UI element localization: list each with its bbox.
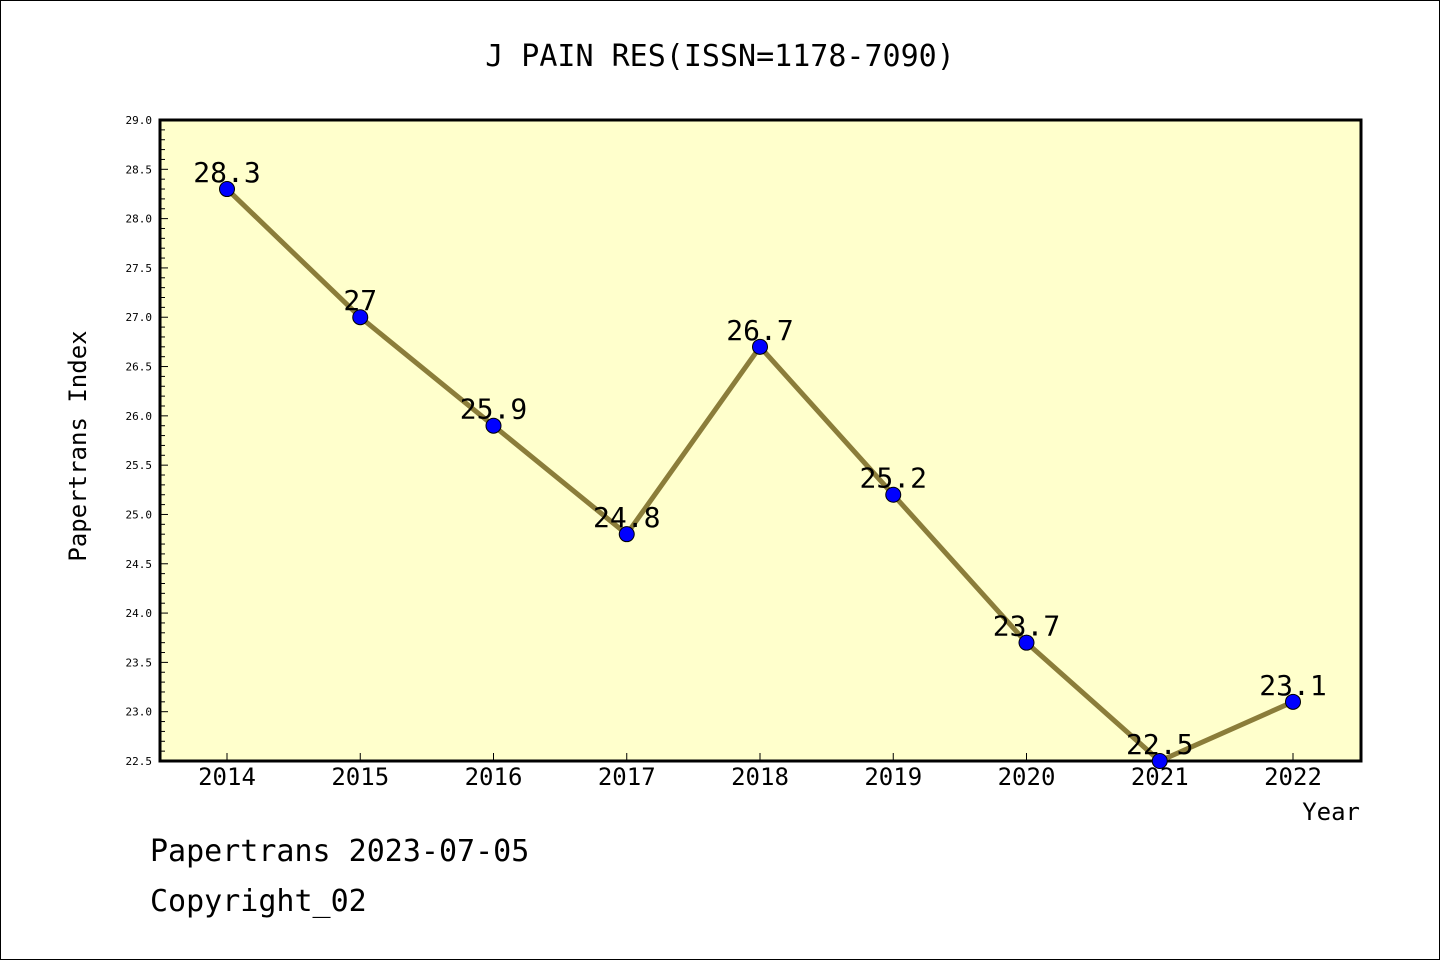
data-point (618, 526, 635, 543)
data-label: 23.7 (993, 610, 1060, 643)
chart-title: J PAIN RES(ISSN=1178-7090) (485, 39, 955, 74)
footer-copyright: Copyright_02 (150, 884, 367, 919)
y-axis: 22.5 23.0 23.5 24.0 24.5 25.0 25.5 26.0 26.5 27.0… (126, 114, 168, 768)
y-tick-label: 29.0 (126, 114, 153, 127)
y-tick-label: 22.5 (126, 755, 153, 768)
y-tick-label: 24.5 (126, 558, 153, 571)
data-label: 27 (343, 284, 377, 317)
y-tick-label: 27.0 (126, 311, 153, 324)
x-tick-label: 2018 (731, 763, 789, 791)
data-label: 22.5 (1126, 728, 1193, 761)
y-tick-label: 23.0 (126, 706, 153, 719)
y-tick-label: 24.0 (126, 607, 153, 620)
y-tick-label: 26.5 (126, 361, 153, 374)
data-point (485, 417, 502, 434)
x-tick-label: 2016 (465, 763, 523, 791)
data-point (1151, 753, 1168, 769)
y-tick-label: 28.0 (126, 213, 153, 226)
y-tick-label: 26.0 (126, 410, 153, 423)
x-tick-label: 2017 (598, 763, 656, 791)
data-point (885, 486, 902, 503)
data-label: 25.2 (860, 462, 927, 495)
data-label: 26.7 (726, 314, 793, 347)
x-tick-label: 2022 (1264, 763, 1322, 791)
data-label: 28.3 (193, 156, 260, 189)
series-layer: 28.3 27 25.9 24.8 26.7 25.2 23.7 22.5 23.1 (193, 156, 1327, 769)
x-axis-label: Year (1302, 798, 1360, 826)
data-point (352, 309, 369, 326)
data-point (219, 181, 235, 198)
y-tick-label: 27.5 (126, 262, 153, 275)
data-point (1285, 693, 1301, 710)
x-tick-label: 2019 (864, 763, 922, 791)
data-label: 24.8 (593, 501, 660, 534)
y-axis-label: Papertrans Index (64, 330, 92, 561)
x-tick-label: 2014 (198, 763, 256, 791)
y-tick-label: 25.0 (126, 508, 153, 521)
x-tick-label: 2020 (998, 763, 1056, 791)
x-tick-label: 2015 (331, 763, 389, 791)
data-label: 23.1 (1259, 669, 1326, 702)
y-tick-label: 28.5 (126, 163, 153, 176)
footer-date-line: Papertrans 2023-07-05 (150, 834, 530, 869)
data-label: 25.9 (460, 393, 527, 426)
y-tick-label: 23.5 (126, 656, 153, 669)
data-point (1018, 634, 1035, 651)
x-axis: 2014 2015 2016 2017 2018 2019 2020 2021 2022 (198, 753, 1322, 791)
data-point (752, 338, 768, 355)
y-tick-label: 25.5 (126, 459, 153, 472)
plot-area (158, 118, 1363, 763)
